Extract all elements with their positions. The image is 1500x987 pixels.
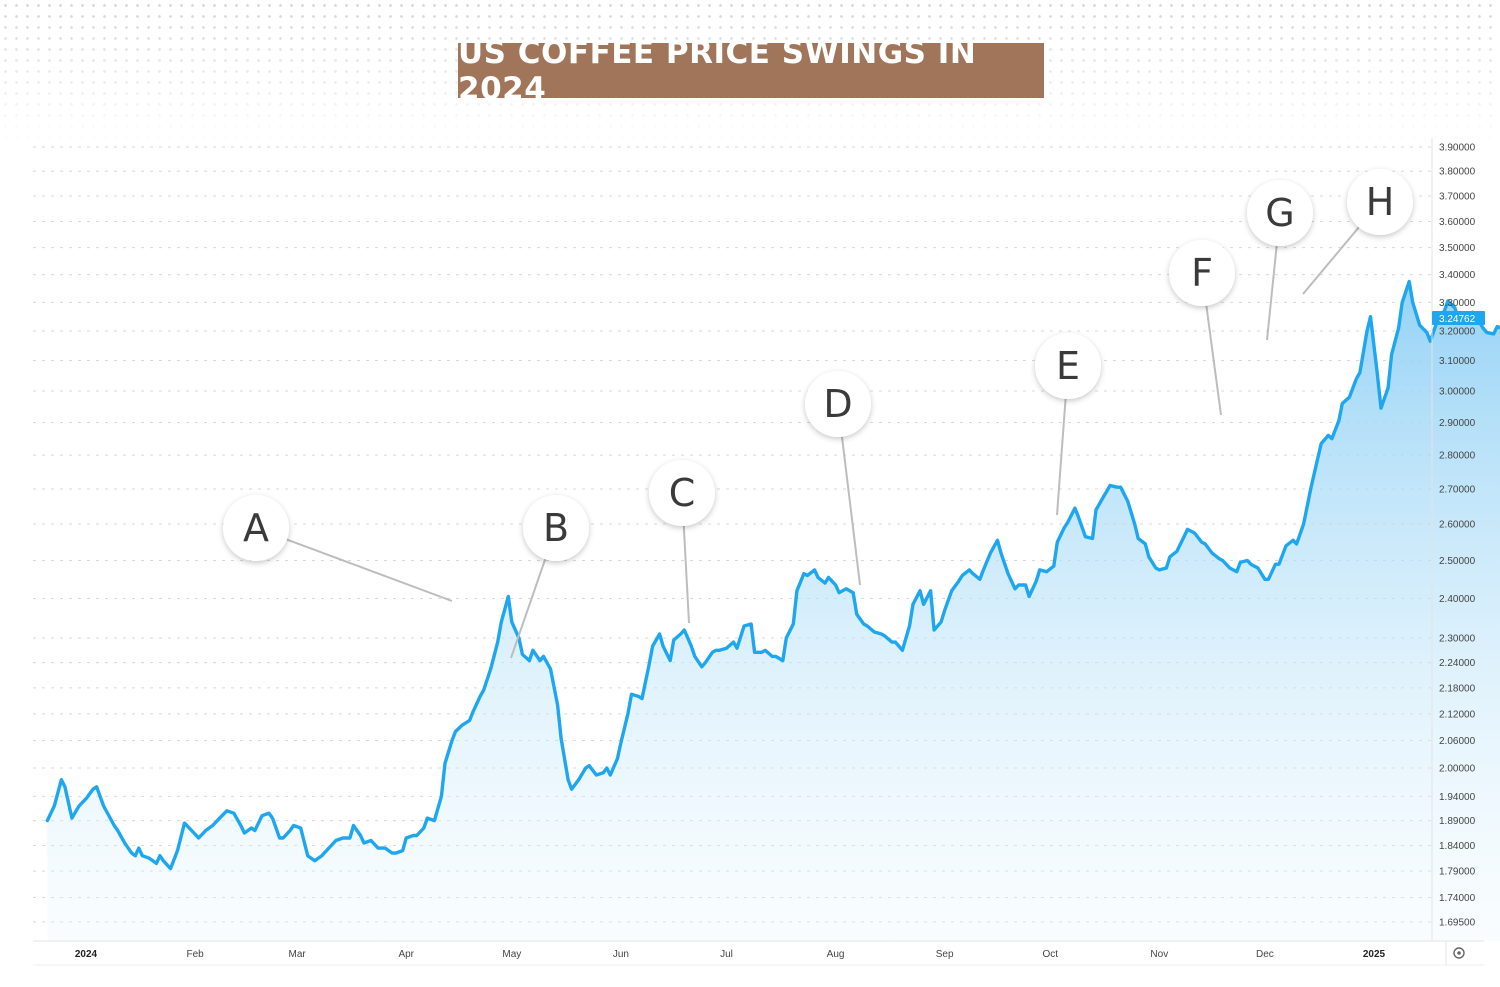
y-tick-label: 2.30000 — [1439, 634, 1476, 645]
y-tick-label: 2.80000 — [1439, 451, 1476, 462]
x-tick-label: Sep — [936, 949, 954, 960]
axes — [33, 138, 1484, 966]
y-tick-label: 1.79000 — [1439, 867, 1476, 878]
price-series-line — [45, 279, 1500, 871]
callout-leader-line — [682, 525, 690, 624]
callout-f: F — [1169, 240, 1235, 306]
y-axis-ticks: 1.69500 1.74000 1.79000 1.84000 1.89000 1.940… — [1439, 143, 1476, 929]
callout-label: H — [1366, 180, 1395, 224]
callout-label: A — [243, 506, 269, 550]
callout-label: E — [1056, 344, 1080, 388]
callout-leader-line — [1056, 398, 1067, 516]
x-tick-label: Aug — [827, 949, 845, 960]
y-tick-label: 1.94000 — [1439, 792, 1476, 803]
y-tick-label: 3.50000 — [1439, 243, 1476, 254]
settings-gear-icon[interactable] — [1453, 947, 1465, 959]
y-tick-label: 2.60000 — [1439, 520, 1476, 531]
x-tick-label: Dec — [1256, 949, 1274, 960]
y-tick-label: 3.40000 — [1439, 270, 1476, 281]
y-tick-label: 3.60000 — [1439, 217, 1476, 228]
callout-leader-line — [1266, 245, 1278, 341]
y-tick-label: 2.06000 — [1439, 736, 1476, 747]
callout-a: A — [223, 495, 289, 561]
x-tick-label: Apr — [398, 949, 414, 960]
y-tick-label: 3.00000 — [1439, 387, 1476, 398]
y-tick-label: 2.18000 — [1439, 683, 1476, 694]
callout-c: C — [649, 460, 715, 526]
callout-leader-line — [510, 558, 547, 659]
callout-leader-line — [286, 538, 453, 602]
callout-label: D — [823, 382, 852, 426]
y-tick-label: 2.40000 — [1439, 594, 1476, 605]
callout-h: H — [1347, 169, 1413, 235]
callout-leader-line — [1302, 226, 1360, 295]
x-tick-label: 2024 — [75, 949, 98, 960]
callout-label: B — [543, 506, 569, 550]
y-tick-label: 3.10000 — [1439, 356, 1476, 367]
callout-e: E — [1035, 333, 1101, 399]
x-tick-label: Jun — [613, 949, 629, 960]
x-tick-label: Oct — [1042, 949, 1058, 960]
callout-d: D — [805, 371, 871, 437]
callout-b: B — [523, 495, 589, 561]
y-tick-label: 2.70000 — [1439, 484, 1476, 495]
y-tick-label: 3.30000 — [1439, 298, 1476, 309]
y-tick-label: 2.24000 — [1439, 658, 1476, 669]
callout-label: F — [1191, 251, 1213, 295]
y-tick-label: 1.84000 — [1439, 841, 1476, 852]
y-tick-label: 1.89000 — [1439, 816, 1476, 827]
y-tick-label: 2.12000 — [1439, 709, 1476, 720]
y-tick-label: 3.20000 — [1439, 326, 1476, 337]
x-tick-label: Mar — [289, 949, 307, 960]
x-tick-label: May — [502, 949, 521, 960]
x-tick-label: Feb — [186, 949, 204, 960]
x-tick-label: Nov — [1150, 949, 1168, 960]
y-tick-label: 2.90000 — [1439, 418, 1476, 429]
y-tick-label: 2.00000 — [1439, 764, 1476, 775]
x-tick-label: 2025 — [1363, 949, 1386, 960]
callout-label: C — [669, 471, 696, 515]
y-tick-label: 3.90000 — [1439, 143, 1476, 154]
callout-label: G — [1265, 191, 1294, 235]
y-tick-label: 1.74000 — [1439, 893, 1476, 904]
y-tick-label: 2.50000 — [1439, 556, 1476, 567]
x-tick-label: Jul — [720, 949, 733, 960]
current-price-tag: 3.24762 — [1432, 311, 1485, 325]
y-tick-label: 3.80000 — [1439, 167, 1476, 178]
price-area-fill — [47, 281, 1500, 941]
x-axis-ticks: 2024 Feb Mar Apr May Jun Jul Aug Sep Oct Nov Dec 202… — [75, 949, 1386, 960]
callout-leader-line — [840, 436, 861, 586]
current-price-label: 3.24762 — [1439, 314, 1476, 325]
callout-g: G — [1247, 180, 1313, 246]
y-tick-label: 1.69500 — [1439, 917, 1476, 928]
y-tick-label: 3.70000 — [1439, 192, 1476, 203]
callout-annotations: A B C D E F G H — [223, 169, 1413, 659]
callout-leader-line — [1205, 305, 1222, 416]
